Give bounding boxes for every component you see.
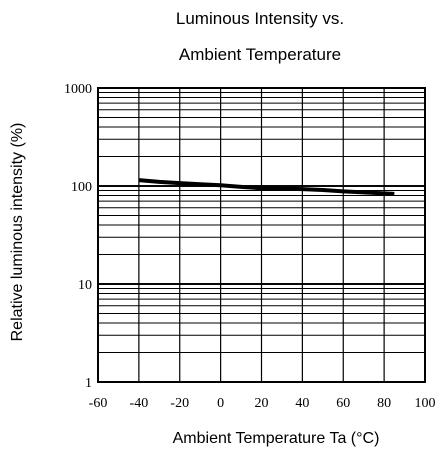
y-tick-label: 100 <box>71 180 92 195</box>
y-tick-label: 10 <box>78 278 92 293</box>
x-tick-label: 0 <box>217 396 224 411</box>
x-axis-label: Ambient Temperature Ta (°C) <box>173 430 380 447</box>
y-tick-label: 1000 <box>64 82 92 97</box>
x-tick-label: 60 <box>336 396 350 411</box>
x-tick-labels: -60 -40 -20 0 20 40 60 80 100 <box>89 396 436 411</box>
y-axis-label: Relative luminous intensity (%) <box>9 123 26 342</box>
grid <box>97 87 426 383</box>
y-tick-label: 1 <box>85 376 92 391</box>
x-tick-label: 40 <box>295 396 309 411</box>
x-tick-label: 20 <box>255 396 269 411</box>
x-tick-label: -60 <box>89 396 108 411</box>
series-layer <box>138 178 395 196</box>
x-tick-label: -20 <box>170 396 189 411</box>
plot-frame <box>97 87 426 383</box>
chart-title-line-1: Luminous Intensity vs. <box>176 9 344 28</box>
x-tick-label: 80 <box>377 396 391 411</box>
x-tick-label: -40 <box>130 396 149 411</box>
chart-title-line-2: Ambient Temperature <box>179 45 341 64</box>
y-tick-labels: 1 10 100 1000 <box>64 82 92 391</box>
x-tick-label: 100 <box>415 396 436 411</box>
series-line-0 <box>138 178 395 196</box>
